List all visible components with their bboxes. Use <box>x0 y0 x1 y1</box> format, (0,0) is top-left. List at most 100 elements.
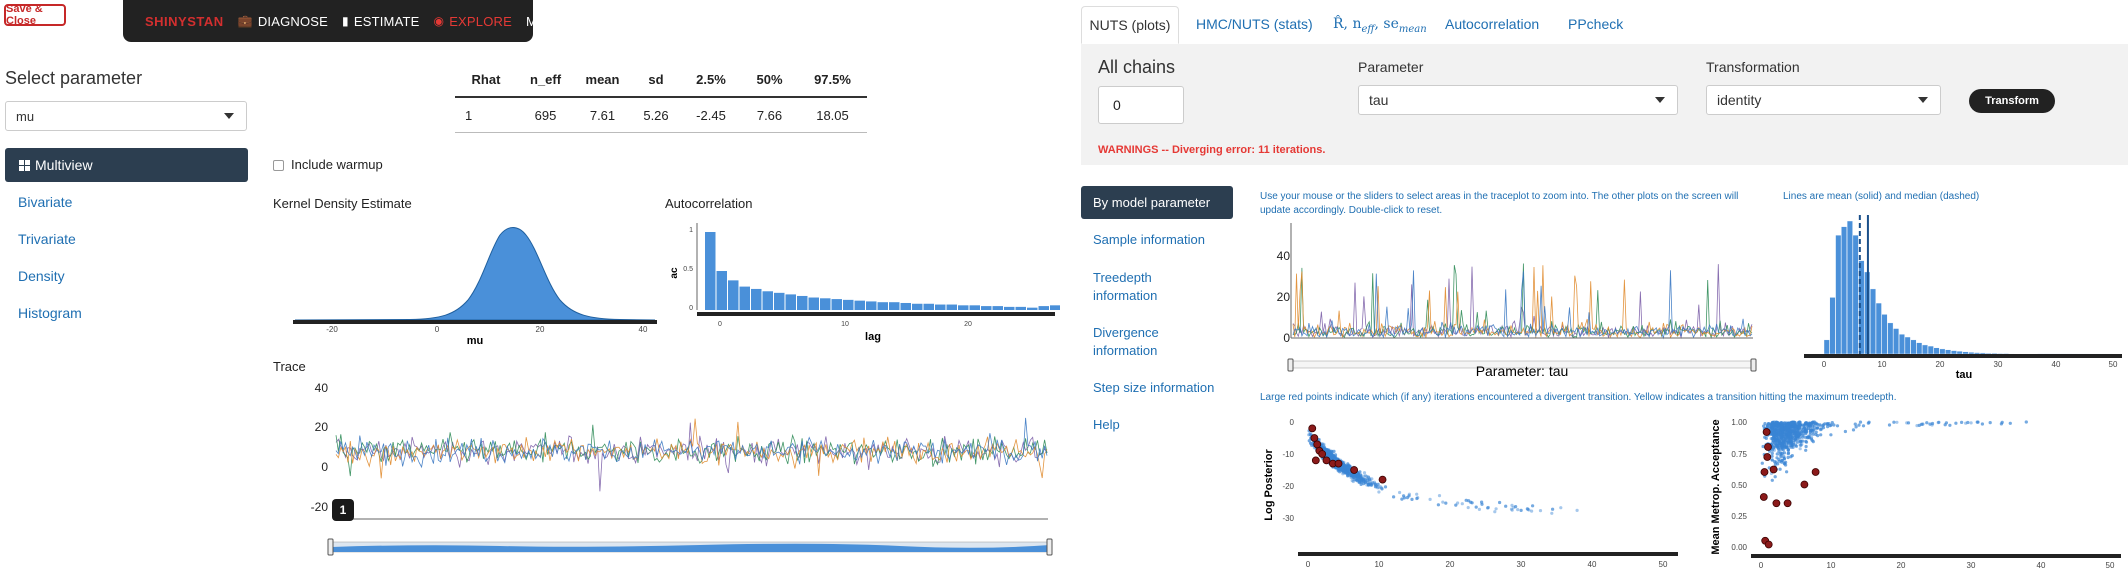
include-warmup-checkbox[interactable] <box>273 160 284 171</box>
acc-point <box>1796 425 1800 429</box>
transform-button[interactable]: Transform <box>1969 89 2055 113</box>
lp-point <box>1329 454 1333 458</box>
acc-point <box>1808 429 1813 433</box>
nav-diagnose[interactable]: 💼 DIAGNOSE <box>238 14 328 29</box>
acc-point <box>1783 425 1787 429</box>
save-close-button[interactable]: Save & Close <box>4 3 66 27</box>
acc-point <box>1786 425 1790 429</box>
acc-point <box>1791 425 1795 429</box>
acc-point <box>1782 462 1786 466</box>
acc-point <box>1814 430 1818 434</box>
lp-point <box>1344 470 1349 474</box>
acc-point <box>1786 421 1790 425</box>
parameter-select[interactable]: mu <box>5 101 247 131</box>
acc-point <box>1988 421 1992 425</box>
acc-point <box>1781 428 1785 432</box>
lp-point <box>1333 455 1337 459</box>
acc-point <box>1798 439 1802 443</box>
nav-estimate[interactable]: ▮ ESTIMATE <box>342 14 419 29</box>
sidebar-item-trivariate[interactable]: Trivariate <box>18 231 76 247</box>
acc-point <box>1773 437 1777 442</box>
acc-point <box>1795 426 1799 430</box>
acc-point <box>1795 424 1799 428</box>
nuts-nav-help[interactable]: Help <box>1093 417 1120 432</box>
acc-point <box>1789 445 1793 449</box>
acc-point <box>1772 423 1776 427</box>
acc-point <box>1770 448 1774 452</box>
acc-point <box>1793 432 1797 436</box>
nuts-nav-by-model-parameter[interactable]: By model parameter <box>1081 186 1233 219</box>
acc-point <box>1785 435 1790 439</box>
acc-point <box>1789 420 1794 424</box>
acc-point <box>1779 431 1783 435</box>
lp-point <box>1330 453 1334 458</box>
acc-point <box>1774 443 1778 447</box>
acc-point <box>1766 422 1771 426</box>
acc-point <box>1780 437 1784 441</box>
acc-point <box>1807 422 1811 426</box>
nuts-nav-treedepth-information[interactable]: Treedepth information <box>1093 270 1158 303</box>
lp-point <box>1343 467 1347 471</box>
acc-point <box>1797 428 1801 432</box>
lp-point <box>1469 500 1473 504</box>
slider-right-handle[interactable] <box>1046 538 1053 556</box>
lp-point <box>1531 504 1535 508</box>
acc-point <box>1782 456 1786 460</box>
tab-ppcheck[interactable]: PPcheck <box>1568 16 1624 32</box>
tab-nuts-plots[interactable]: NUTS (plots) <box>1081 6 1179 44</box>
acc-point <box>1773 427 1777 431</box>
hist-bar <box>1870 288 1876 355</box>
trace-ytick: -20 <box>311 500 329 514</box>
nav-more[interactable]: MORE ▼ <box>526 14 580 29</box>
tab-rhat-neff-se[interactable]: R̂, neff, semean <box>1333 15 1427 35</box>
sidebar-item-density[interactable]: Density <box>18 268 65 284</box>
acc-point <box>1789 424 1793 428</box>
acc-point <box>1774 441 1778 445</box>
acc-point <box>1964 421 1968 425</box>
acc-point <box>1774 434 1778 438</box>
lp-point <box>1329 451 1333 455</box>
tab-hmc-nuts-stats[interactable]: HMC/NUTS (stats) <box>1196 16 1313 32</box>
acc-point <box>1783 435 1787 439</box>
trace-slider-preview <box>332 543 1050 552</box>
acc-point <box>1800 427 1804 431</box>
slider-left-handle[interactable] <box>1287 358 1294 372</box>
tab-autocorrelation[interactable]: Autocorrelation <box>1445 16 1540 32</box>
acc-point <box>1930 423 1934 427</box>
acc-point <box>2000 420 2004 424</box>
acc-point <box>1789 435 1793 439</box>
chain-input[interactable]: 0 <box>1098 86 1184 124</box>
lp-point <box>1354 478 1358 482</box>
nav-explore[interactable]: ◉ EXPLORE <box>434 14 513 29</box>
slider-right-handle[interactable] <box>1750 358 1757 372</box>
acc-point <box>1765 423 1769 427</box>
sidebar-item-bivariate[interactable]: Bivariate <box>18 194 73 210</box>
nuts-parameter-select[interactable]: tau <box>1358 85 1678 115</box>
acc-point <box>1771 446 1776 450</box>
acc-point <box>1921 422 1925 426</box>
sidebar-item-multiview[interactable]: Multiview <box>5 148 248 182</box>
slider-left-handle[interactable] <box>327 538 334 556</box>
chain-badge[interactable]: 1 <box>332 499 354 521</box>
acc-point <box>1776 425 1780 429</box>
nuts-nav-step-size-information[interactable]: Step size information <box>1093 380 1215 395</box>
transformation-select[interactable]: identity <box>1706 85 1941 115</box>
acc-point <box>1780 443 1784 447</box>
acc-point <box>1960 420 1964 424</box>
acc-point <box>1780 445 1784 450</box>
sidebar-item-histogram[interactable]: Histogram <box>18 305 82 321</box>
hist-bar <box>2002 353 2009 355</box>
acc-point <box>1786 436 1790 440</box>
nuts-nav-divergence-information[interactable]: Divergence information <box>1093 325 1159 358</box>
nuts-nav-sample-information[interactable]: Sample information <box>1093 232 1205 247</box>
acc-point <box>1853 422 1857 426</box>
acc-point <box>1770 421 1775 425</box>
acc-point <box>1791 425 1795 429</box>
hist-bar <box>1875 302 1882 355</box>
acf-bar <box>716 271 727 310</box>
acc-point <box>1779 451 1783 455</box>
acc-point <box>1816 434 1820 438</box>
lp-point <box>1366 475 1371 479</box>
lp-point <box>1336 467 1340 471</box>
brand-logo[interactable]: SHINYSTAN <box>145 13 224 29</box>
